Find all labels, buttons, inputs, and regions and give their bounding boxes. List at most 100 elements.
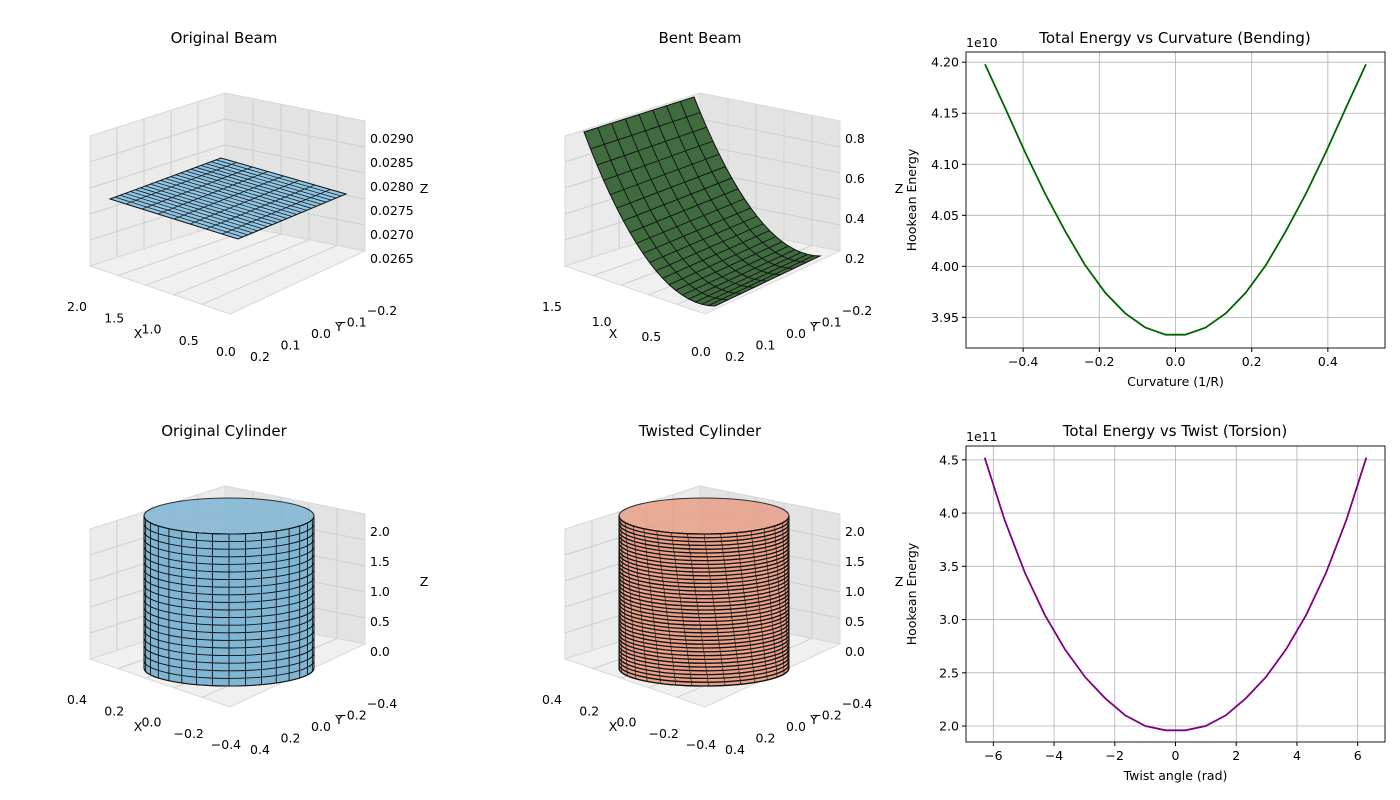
- ring-line: [618, 584, 790, 604]
- x-tick-label: 6: [1354, 748, 1362, 763]
- panel-title-twist: Total Energy vs Twist (Torsion): [1062, 422, 1287, 440]
- ring-line: [618, 519, 790, 539]
- panel-energy-vs-twist: −6 −4 −2 0 2 4 6 2.0 2.5 3.0 3.5 4.0 4.5 1e11 Twist an…: [904, 429, 1386, 783]
- x-tick-label: −0.4: [211, 737, 241, 752]
- y-tick-label: 3.5: [939, 559, 959, 574]
- ring-line: [618, 652, 790, 672]
- x-tick-label: 2.0: [67, 299, 87, 314]
- ring-line: [618, 664, 790, 683]
- y-tick-label: 0.1: [756, 338, 776, 353]
- panel-bent-beam: 1.5 1.0 0.5 0.0 0.2 0.1 0.0 −0.1−0.2 0.8 0.6 0.4 0.…: [542, 92, 904, 364]
- grid-line: [699, 144, 841, 174]
- x-axis-label: X: [134, 326, 143, 341]
- y-tick-label: 0.1: [281, 338, 301, 353]
- ring-line: [618, 591, 790, 611]
- z-tick-label: 0.5: [845, 614, 865, 629]
- y-tick-label: 4.05: [931, 208, 959, 223]
- ring-line: [618, 523, 790, 543]
- x-tick-label: 0.0: [216, 344, 236, 359]
- x-tick-label: 0.5: [641, 329, 661, 344]
- ring-line: [618, 557, 790, 577]
- z-tick-label: 1.5: [370, 554, 390, 569]
- y-tick-label: 0.4: [725, 742, 745, 757]
- x-tick-label: 0.4: [1318, 354, 1338, 369]
- x-tick-label: 0.2: [579, 703, 599, 718]
- y-tick-label: 0.0: [311, 326, 331, 341]
- mesh-line: [624, 118, 755, 288]
- panel-twisted-cylinder: 0.40.20.0−0.2−0.4 0.40.20.0−0.2−0.42.01.5…: [542, 485, 903, 757]
- ring-line: [618, 595, 790, 615]
- mesh-line: [141, 166, 253, 210]
- x-axis-label: Twist angle (rad): [1123, 768, 1228, 783]
- y-tick-label: −0.2: [336, 708, 366, 723]
- meridian-line: [625, 522, 637, 679]
- y-tick-label: 4.5: [939, 452, 959, 467]
- x-tick-label: 0.5: [179, 333, 199, 348]
- y-tick-label: 0.0: [786, 326, 806, 341]
- x-tick-label: −4: [1045, 748, 1063, 763]
- grid-line: [699, 118, 841, 148]
- ring-line: [618, 561, 790, 581]
- z-tick-label: 0.0270: [370, 227, 414, 242]
- panel-title-curvature: Total Energy vs Curvature (Bending): [1038, 29, 1310, 47]
- mesh-line: [125, 162, 237, 205]
- meridian-line: [671, 532, 693, 686]
- meridian-line: [736, 532, 756, 683]
- meridian-line: [703, 533, 726, 686]
- x-tick-label: −0.4: [686, 737, 716, 752]
- meridian-line: [620, 519, 628, 676]
- grid-line: [224, 118, 366, 148]
- y-tick-label: −0.1: [336, 315, 366, 330]
- y-tick-label: 0.0: [311, 719, 331, 734]
- plot-frame: [965, 51, 1386, 349]
- meridian-line: [763, 528, 778, 678]
- z-axis-label: Z: [420, 574, 429, 589]
- mesh-line: [666, 105, 794, 269]
- ring-line: [618, 527, 790, 547]
- ring-line: [618, 542, 790, 562]
- y-tick-label: 4.10: [931, 157, 959, 172]
- x-tick-label: 0.0: [617, 715, 637, 730]
- z-tick-label: 1.0: [845, 584, 865, 599]
- z-tick-label: 0.2: [845, 251, 865, 266]
- x-tick-label: 1.0: [142, 322, 162, 337]
- mesh-line: [205, 184, 315, 230]
- meridian-line: [656, 530, 677, 686]
- panel-original-cylinder: 0.40.20.0−0.2−0.4 0.40.20.0−0.2−0.42.01.5…: [67, 485, 429, 757]
- y-tick-label: −0.2: [842, 303, 872, 318]
- grid-line: [173, 239, 310, 296]
- grid-line: [201, 244, 338, 305]
- ring-line: [143, 515, 315, 535]
- x-tick-label: 1.0: [592, 314, 612, 329]
- ring-line: [618, 618, 790, 638]
- z-tick-label: 0.4: [845, 211, 865, 226]
- x-axis-label: Curvature (1/R): [1127, 374, 1224, 389]
- y-tick-label: 4.00: [931, 259, 959, 274]
- mesh-line: [638, 114, 768, 282]
- x-tick-label: 0.2: [104, 703, 124, 718]
- meridian-line: [618, 515, 622, 673]
- z-tick-label: 0.6: [845, 171, 865, 186]
- x-tick-label: −0.2: [1084, 354, 1114, 369]
- x-tick-label: −0.2: [649, 726, 679, 741]
- ring-line: [618, 538, 790, 558]
- grid-line: [145, 233, 282, 286]
- mesh-line: [173, 175, 284, 220]
- z-axis-label: Z: [420, 181, 429, 196]
- meridian-line: [750, 530, 768, 681]
- ring-line: [618, 660, 790, 680]
- ring-line: [618, 648, 790, 668]
- y-tick-label: 2.0: [939, 719, 959, 734]
- x-tick-label: 2: [1232, 748, 1240, 763]
- ring-line: [618, 546, 790, 566]
- series-line: [984, 63, 1367, 336]
- z-axis-label: Z: [895, 181, 904, 196]
- ring-line: [618, 607, 790, 626]
- x-tick-label: 0.0: [691, 344, 711, 359]
- x-tick-label: 0.0: [1166, 354, 1186, 369]
- offset-label: 1e11: [966, 429, 998, 444]
- y-tick-label: 0.2: [250, 349, 270, 364]
- x-axis-label: X: [609, 719, 618, 734]
- x-tick-label: −0.4: [1008, 354, 1038, 369]
- floor-pane: [88, 222, 367, 315]
